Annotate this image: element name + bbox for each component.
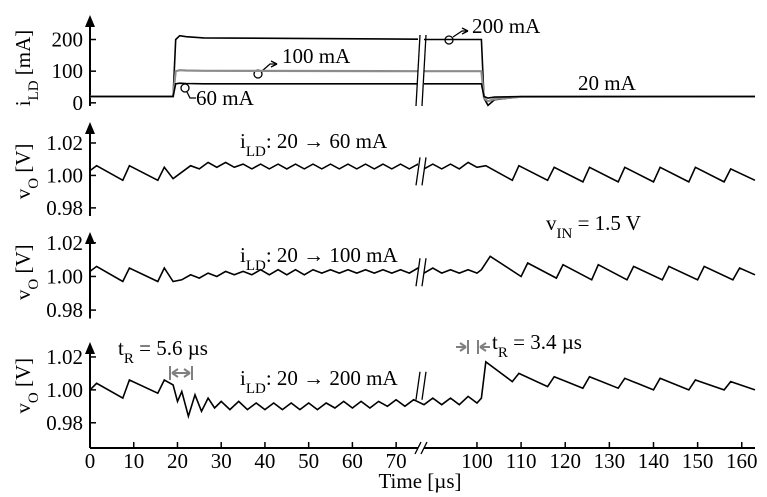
annotation: iLD: 20 → 60 mA xyxy=(240,129,388,160)
y-axis-label-part: v xyxy=(11,188,35,199)
y-axis-label: vO [V] xyxy=(11,244,42,300)
y-axis-label: vO [V] xyxy=(11,358,42,414)
x-tick-label: 10 xyxy=(123,449,144,473)
x-tick-label: 160 xyxy=(726,449,758,473)
y-axis-label-part: LD xyxy=(26,80,42,100)
axis-break-line xyxy=(415,34,421,107)
annotation: tR = 5.6 µs xyxy=(118,336,208,367)
y-tick-label: 1.00 xyxy=(46,264,83,288)
x-tick-label: 100 xyxy=(461,449,493,473)
y-tick-label: 0.98 xyxy=(46,411,83,435)
y-tick-label: 0 xyxy=(73,91,84,115)
y-tick-label: 0.98 xyxy=(46,196,83,220)
axis-break-line xyxy=(421,258,427,287)
annotation: 60 mA xyxy=(196,86,255,110)
axis-break xyxy=(418,258,424,287)
x-axis-label: Time [µs] xyxy=(378,469,461,493)
y-axis-label-part: i xyxy=(11,100,35,106)
axis-break xyxy=(418,157,424,186)
annotation: vIN = 1.5 V xyxy=(546,211,641,242)
annotation: tR = 3.4 µs xyxy=(492,330,582,361)
annotation-part: : 20 → 200 mA xyxy=(266,366,399,390)
axis-break-line xyxy=(415,258,421,287)
y-axis-arrow xyxy=(85,15,95,27)
y-tick-label: 1.00 xyxy=(46,163,83,187)
x-tick-label: 0 xyxy=(85,449,96,473)
x-tick-label: 60 xyxy=(342,449,363,473)
y-axis-label-part: [mA] xyxy=(11,30,35,81)
annotation-part: v xyxy=(546,211,557,235)
annotation-part: i xyxy=(240,366,246,390)
annotation: 200 mA xyxy=(472,14,541,38)
annotation: 20 mA xyxy=(578,71,637,95)
y-tick-label: 100 xyxy=(52,59,84,83)
axis-break-line xyxy=(415,157,421,186)
y-axis-label: iLD [mA] xyxy=(11,30,42,107)
annotation-part: LD xyxy=(246,144,266,160)
x-tick-label: 130 xyxy=(594,449,626,473)
annotation-part: = 3.4 µs xyxy=(508,330,582,354)
axis-break-line xyxy=(420,441,428,455)
annotation-part: R xyxy=(498,345,508,361)
x-tick-label: 50 xyxy=(298,449,319,473)
x-tick-label: 140 xyxy=(638,449,670,473)
y-axis-arrow xyxy=(85,232,95,244)
axis-break xyxy=(418,371,424,400)
annotation-part: i xyxy=(240,129,246,153)
axis-break-line xyxy=(414,441,422,455)
axis-break xyxy=(418,442,424,454)
annotation-part: = 5.6 µs xyxy=(134,336,208,360)
line xyxy=(89,161,756,183)
y-axis-arrow xyxy=(85,122,95,134)
annotation-part: : 20 → 100 mA xyxy=(266,243,399,267)
x-tick-label: 70 xyxy=(386,449,407,473)
annotation-part: = 1.5 V xyxy=(572,211,641,235)
x-tick-label: 30 xyxy=(211,449,232,473)
line xyxy=(89,360,756,420)
axis-break xyxy=(418,35,424,106)
x-tick-label: 150 xyxy=(682,449,714,473)
y-tick-label: 0.98 xyxy=(46,298,83,322)
x-tick-label: 20 xyxy=(167,449,188,473)
annotation-part: R xyxy=(124,351,134,367)
axis-break-line xyxy=(421,157,427,186)
axis-break-line xyxy=(415,371,421,400)
y-axis-label-part: O xyxy=(26,392,42,403)
rise-time-markers xyxy=(169,340,490,380)
annotation-part: t xyxy=(492,330,498,354)
y-tick-label: 1.02 xyxy=(46,345,83,369)
axis-break-line xyxy=(421,371,427,400)
y-axis-label-part: v xyxy=(11,289,35,300)
annotation-part: IN xyxy=(557,226,573,242)
y-axis-label: vO [V] xyxy=(11,144,42,200)
annotation: 100 mA xyxy=(282,44,351,68)
y-axis-arrow xyxy=(85,342,95,354)
annotation-part: t xyxy=(118,336,124,360)
x-tick-label: 40 xyxy=(254,449,275,473)
y-tick-label: 1.02 xyxy=(46,131,83,155)
y-tick-label: 1.00 xyxy=(46,378,83,402)
annotation: iLD: 20 → 200 mA xyxy=(240,366,399,397)
y-axis-label-part: [V] xyxy=(11,358,35,392)
annotation-part: LD xyxy=(246,258,266,274)
annotation-part: LD xyxy=(246,381,266,397)
annotation-part: i xyxy=(240,243,246,267)
x-tick-label: 110 xyxy=(506,449,537,473)
y-axis-label-part: O xyxy=(26,279,42,290)
y-axis-label-part: [V] xyxy=(11,144,35,178)
y-tick-label: 200 xyxy=(52,28,84,52)
line xyxy=(89,255,756,283)
y-axis-label-part: O xyxy=(26,178,42,189)
y-tick-label: 1.02 xyxy=(46,231,83,255)
axis-break-line xyxy=(421,34,427,107)
y-axis-label-part: [V] xyxy=(11,244,35,278)
y-axis-label-part: v xyxy=(11,403,35,414)
x-tick-label: 120 xyxy=(549,449,581,473)
annotation: iLD: 20 → 100 mA xyxy=(240,243,399,274)
annotation-part: : 20 → 60 mA xyxy=(266,129,388,153)
